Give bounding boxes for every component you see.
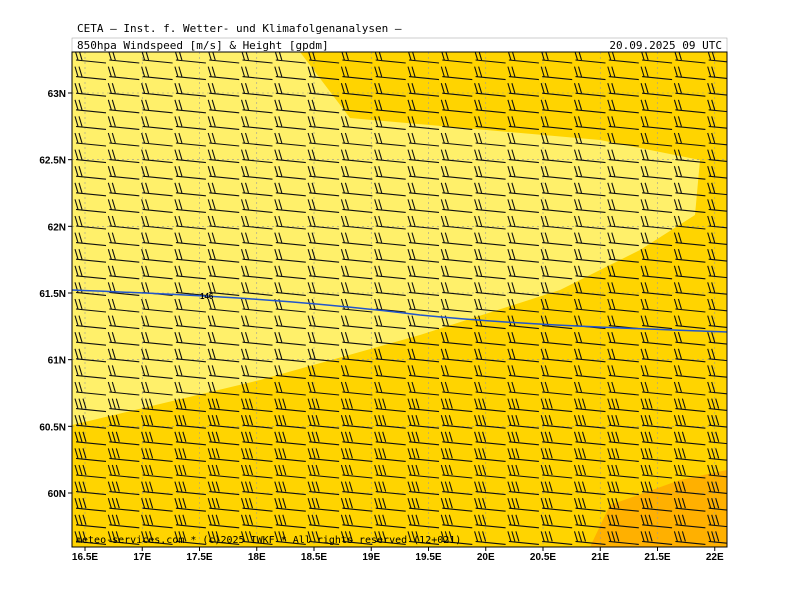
lat-label: 60.5N [39, 422, 66, 433]
lon-label: 19E [362, 552, 380, 563]
header-title: CETA — Inst. f. Wetter- und Klimafolgena… [77, 22, 402, 35]
lon-label: 18E [248, 552, 266, 563]
map-area: 146 meteo-services.com * (c)2025 IWKF * … [72, 52, 727, 547]
lat-label: 61N [48, 356, 66, 367]
lon-label: 22E [706, 552, 724, 563]
product-label: 850hpa Windspeed [m/s] & Height [gpdm] [77, 39, 329, 52]
height-contour [72, 289, 727, 333]
contour-label: 146 [200, 292, 214, 301]
lat-label: 61.5N [39, 289, 66, 300]
map-frame [71, 51, 728, 548]
lon-label: 21.5E [644, 552, 670, 563]
lat-label: 60N [48, 489, 66, 500]
lon-label: 19.5E [415, 552, 441, 563]
lon-label: 16.5E [72, 552, 98, 563]
lon-label: 20.5E [530, 552, 556, 563]
lat-label: 62N [48, 222, 66, 233]
footer: meteo-services.com * (c)2025 IWKF * All … [76, 535, 461, 546]
lon-label: 18.5E [301, 552, 327, 563]
lon-label: 21E [591, 552, 609, 563]
lon-label: 17E [133, 552, 151, 563]
lat-label: 62.5N [39, 156, 66, 167]
barb-set [74, 52, 727, 545]
wind-barbs [74, 52, 727, 545]
wind-field-strong [590, 470, 727, 547]
lon-label: 17.5E [186, 552, 212, 563]
valid-time: 20.09.2025 09 UTC [609, 39, 722, 52]
lon-label: 20E [477, 552, 495, 563]
lat-label: 63N [48, 89, 66, 100]
